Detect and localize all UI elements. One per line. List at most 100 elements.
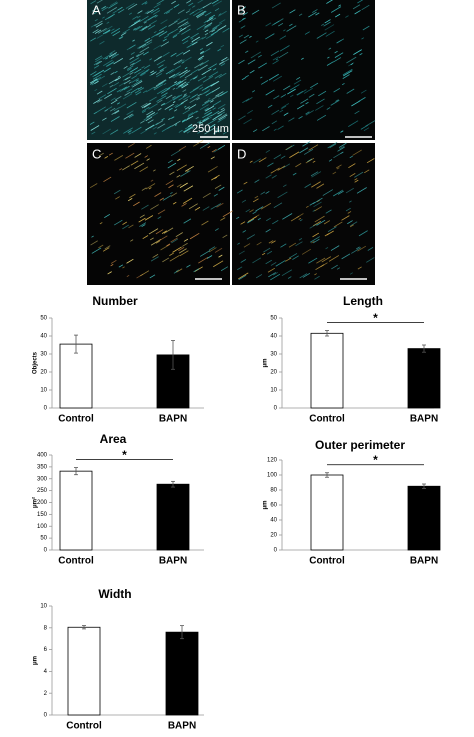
streak xyxy=(110,99,118,105)
y-tick-label: 150 xyxy=(37,512,48,518)
streak xyxy=(327,56,330,59)
streak xyxy=(243,243,251,248)
streak xyxy=(190,32,199,39)
streak xyxy=(94,20,103,27)
streak xyxy=(143,115,151,121)
x-tick-label: BAPN xyxy=(159,414,187,425)
streak xyxy=(115,95,122,101)
streak xyxy=(348,120,359,127)
streak xyxy=(207,145,211,149)
streak xyxy=(126,110,134,116)
streak xyxy=(172,34,178,39)
streak xyxy=(110,1,118,7)
streak xyxy=(146,39,153,44)
streak xyxy=(97,27,107,34)
streak xyxy=(185,22,190,26)
streak xyxy=(199,250,211,257)
streak xyxy=(146,158,150,161)
streak xyxy=(187,112,194,116)
y-tick-label: 20 xyxy=(40,370,47,376)
streak xyxy=(272,56,279,61)
streak xyxy=(148,228,159,235)
streak xyxy=(265,33,275,40)
streak xyxy=(197,75,207,82)
streak xyxy=(136,15,141,19)
streak xyxy=(214,176,218,179)
streak xyxy=(206,255,213,259)
streak xyxy=(129,62,135,66)
x-tick-label: BAPN xyxy=(410,556,438,567)
streak xyxy=(104,156,109,159)
streak xyxy=(258,62,268,69)
y-axis-label: μm² xyxy=(32,497,39,508)
y-tick-label: 20 xyxy=(270,533,277,539)
streak xyxy=(92,71,101,78)
y-tick-label: 8 xyxy=(44,625,48,631)
streak xyxy=(118,264,124,268)
streak xyxy=(183,218,192,224)
bar xyxy=(310,332,344,409)
streak xyxy=(312,238,320,244)
streak xyxy=(280,155,286,159)
streak xyxy=(308,93,315,98)
streak xyxy=(360,89,367,94)
streak xyxy=(267,267,276,273)
streak xyxy=(113,58,123,65)
streak xyxy=(170,192,178,197)
streak xyxy=(191,36,201,43)
streak xyxy=(139,166,149,173)
streak xyxy=(323,21,331,27)
streak xyxy=(310,82,319,89)
streak xyxy=(135,79,139,82)
streak xyxy=(178,78,187,84)
streak xyxy=(172,201,177,205)
streak xyxy=(105,61,115,67)
streak xyxy=(179,182,188,188)
streak xyxy=(272,75,283,82)
streak xyxy=(177,158,181,162)
streak xyxy=(277,165,286,171)
streak xyxy=(182,109,191,115)
streak xyxy=(133,201,140,207)
y-tick-label: 350 xyxy=(37,464,48,470)
streak xyxy=(140,270,150,277)
streak xyxy=(127,142,135,148)
streak xyxy=(351,100,361,107)
streak xyxy=(183,105,187,108)
streak xyxy=(249,160,253,163)
panel-b xyxy=(232,0,375,140)
streak xyxy=(210,205,217,210)
streak xyxy=(282,184,287,188)
streak xyxy=(211,17,217,22)
streak xyxy=(260,202,272,210)
streak xyxy=(181,83,189,89)
streak xyxy=(219,61,224,65)
streak xyxy=(277,125,284,130)
streak xyxy=(336,267,341,270)
streak xyxy=(193,140,204,147)
streak xyxy=(179,250,189,257)
streak xyxy=(338,142,347,148)
streak xyxy=(349,272,353,275)
streak xyxy=(138,217,146,223)
y-tick-label: 6 xyxy=(44,647,48,653)
streak xyxy=(198,121,202,124)
streak xyxy=(178,21,189,28)
streak xyxy=(272,60,279,65)
streak xyxy=(305,101,309,105)
y-tick-label: 100 xyxy=(37,524,48,530)
streak xyxy=(156,87,167,95)
streak xyxy=(289,9,296,14)
streak xyxy=(256,241,262,246)
streak xyxy=(128,132,132,135)
streak xyxy=(260,80,269,85)
streak xyxy=(171,72,179,78)
streak xyxy=(143,21,147,24)
streak xyxy=(156,95,167,102)
streak xyxy=(97,99,103,103)
streak xyxy=(293,79,302,85)
streak xyxy=(333,88,341,93)
streak xyxy=(249,70,255,74)
streak xyxy=(159,68,165,72)
streak xyxy=(161,92,168,97)
